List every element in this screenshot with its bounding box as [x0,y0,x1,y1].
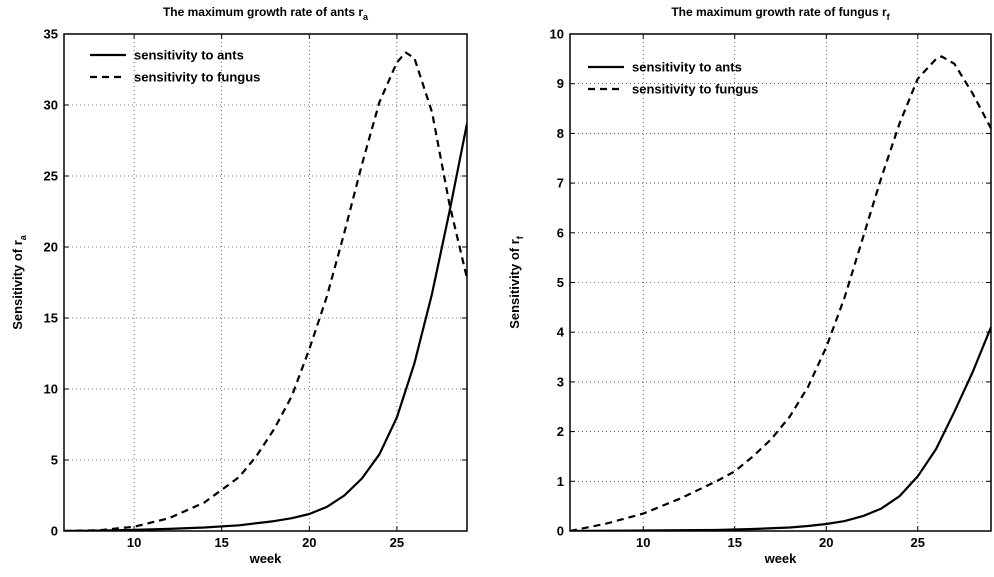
y-tick-label: 5 [557,275,564,290]
y-tick-label: 8 [557,126,564,141]
plot-frame [63,33,468,532]
y-tick-label: 20 [44,240,58,255]
plot-frame [569,33,992,532]
y-tick-label: 15 [44,311,58,326]
series-line-fungus [64,51,467,531]
y-tick-label: 5 [51,453,58,468]
y-tick-label: 25 [44,169,58,184]
y-axis-label: Sensitivity of rf [507,235,525,329]
y-tick-label: 10 [550,27,564,42]
y-tick-label: 0 [557,524,564,539]
chart-title-main: The maximum growth rate of fungus r [671,5,887,19]
y-tick-label: 10 [44,382,58,397]
x-tick-label: 15 [728,535,742,550]
series-line-ants [570,326,991,531]
legend-label: sensitivity to fungus [134,70,260,85]
y-tick-label: 1 [557,474,564,489]
chart-panel-ants: The maximum growth rate of ants ra 10 15 20… [10,5,468,566]
y-tick-label: 6 [557,225,564,240]
legend-label: sensitivity to fungus [632,82,758,97]
y-axis-label-main: Sensitivity of r [10,240,25,330]
chart-title: The maximum growth rate of ants ra [163,5,369,22]
y-tick-label: 30 [44,98,58,113]
series-group [64,51,467,531]
series-group [570,55,991,531]
y-tick-label: 3 [557,374,564,389]
y-tick-label: 2 [557,424,564,439]
x-tick-label: 25 [390,535,404,550]
y-axis-label-subscript: a [18,234,28,240]
legend-label: sensitivity to ants [632,60,742,75]
y-tick-label: 7 [557,176,564,191]
x-tick-label: 20 [819,535,833,550]
y-axis-label-main: Sensitivity of r [507,239,522,329]
x-tick-label: 10 [636,535,650,550]
x-axis-label: week [764,551,798,566]
x-tick-label: 15 [214,535,228,550]
series-line-ants [64,123,467,531]
x-axis-label: week [249,551,283,566]
chart-title-main: The maximum growth rate of ants r [163,5,363,19]
y-axis-label-subscript: f [515,235,525,239]
y-tick-label: 0 [51,524,58,539]
chart-title-subscript: f [887,12,891,22]
x-tick-label: 25 [911,535,925,550]
y-axis-label: Sensitivity of ra [10,234,28,330]
x-tick-label: 20 [302,535,316,550]
chart-title: The maximum growth rate of fungus rf [671,5,890,22]
x-tick-label: 10 [127,535,141,550]
chart-title-subscript: a [363,12,369,22]
y-tick-label: 9 [557,76,564,91]
chart-panel-fungus: The maximum growth rate of fungus rf 10 15… [497,0,994,577]
y-tick-label: 4 [557,325,565,340]
y-tick-label: 35 [44,27,58,42]
legend-label: sensitivity to ants [134,48,244,63]
